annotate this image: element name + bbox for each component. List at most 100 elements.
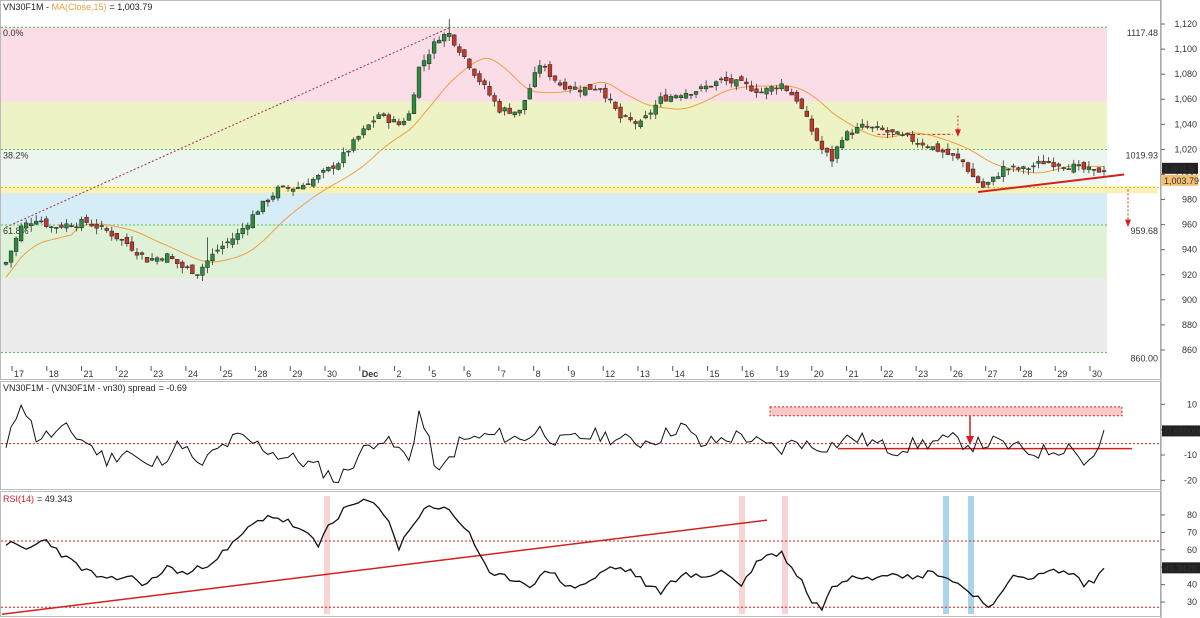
candle-body	[668, 96, 673, 102]
candle-body	[980, 181, 986, 188]
candle-body	[708, 85, 714, 88]
spread-header-value: = -0.69	[159, 383, 187, 393]
price-tick-label: 1,120	[1174, 19, 1197, 29]
candle-body	[774, 87, 779, 90]
candle-body	[638, 120, 643, 127]
fib-band-highlight	[1, 185, 1157, 194]
price-tick-label: 940	[1182, 245, 1197, 255]
candle-body	[507, 107, 512, 114]
candle-body	[875, 126, 880, 129]
date-tick-label: 20	[814, 369, 824, 379]
candle-body	[613, 101, 618, 109]
candle-body	[567, 86, 573, 89]
candle-body	[860, 123, 865, 128]
candle-body	[593, 88, 598, 91]
candle-body	[64, 223, 69, 229]
spread-panel: 100-10-20-0.690000	[1, 399, 1200, 485]
candle-body	[1036, 160, 1041, 164]
candle-body	[386, 114, 391, 123]
candle-body	[688, 94, 694, 96]
rsi-header-value: = 49.343	[37, 494, 72, 504]
candle-body	[703, 85, 709, 90]
candle-body	[623, 115, 628, 117]
candle-body	[935, 143, 940, 152]
candle-body	[54, 227, 59, 229]
date-tick-label: 7	[501, 369, 506, 379]
candle-body	[1101, 170, 1107, 172]
candle-body	[1071, 163, 1076, 173]
rsi-trendline	[1, 519, 768, 616]
candle-body	[452, 34, 457, 46]
date-tick-label: 15	[709, 369, 719, 379]
candle-body	[487, 86, 492, 96]
rsi-tick-label: 80	[1187, 510, 1197, 520]
date-tick-label: Dec	[362, 369, 379, 379]
candle-body	[306, 183, 311, 186]
candle-body	[1021, 166, 1026, 170]
date-tick-label: 8	[536, 369, 541, 379]
candle-body	[346, 150, 351, 153]
trend-dotted-line	[5, 27, 450, 228]
fib-level-label: 61.8%	[3, 226, 29, 236]
date-tick-label: 23	[918, 369, 928, 379]
candle-body	[804, 110, 809, 117]
candle-body	[1001, 166, 1006, 177]
spread-line	[5, 403, 1105, 484]
candle-body	[562, 81, 568, 90]
candle-body	[351, 139, 356, 151]
candle-body	[769, 86, 774, 92]
candle-body	[84, 216, 89, 223]
price-tick-label: 1,040	[1174, 119, 1197, 129]
date-axis: 17 18 21 22 23 24 25 28 29 30 Dec 2 5 6 7 8 9 12 13 14 15 16 1…	[11, 366, 1102, 379]
price-tick-label: 960	[1182, 220, 1197, 230]
candle-body	[321, 170, 326, 173]
date-tick-label: 29	[292, 369, 302, 379]
candle-body	[149, 258, 155, 261]
rsi-panel: 80706050403049.3428	[1, 496, 1200, 616]
date-tick-label: 16	[744, 369, 754, 379]
candle-body	[749, 85, 754, 92]
candle-body	[270, 195, 276, 200]
candle-body	[532, 72, 538, 87]
candle-body	[285, 187, 291, 189]
candle-body	[180, 261, 185, 268]
candle-body	[462, 49, 467, 57]
date-tick-label: 21	[849, 369, 859, 379]
candle-body	[295, 187, 301, 189]
candle-body	[779, 83, 784, 90]
price-tick-label: 1,020	[1174, 144, 1197, 154]
fib-band-gray	[1, 278, 1107, 353]
candle-body	[275, 186, 281, 199]
candle-body	[482, 80, 487, 85]
date-tick-label: 30	[327, 369, 337, 379]
last-ma-box	[1162, 174, 1198, 186]
candle-body	[945, 148, 951, 155]
candle-body	[69, 225, 74, 227]
candle-body	[391, 119, 396, 123]
candle-body	[759, 91, 764, 94]
date-tick-label: 5	[431, 369, 436, 379]
rsi-panel-frame	[0, 491, 1161, 617]
candle-body	[119, 239, 124, 241]
fib-level-value: 959.68	[1130, 226, 1158, 236]
rsi-tick-label: 40	[1187, 580, 1197, 590]
candle-body	[527, 88, 532, 100]
candle-body	[1066, 168, 1071, 170]
spread-tick-label: 10	[1187, 399, 1197, 409]
candle-body	[114, 233, 119, 240]
candle-body	[714, 81, 719, 87]
candle-body	[970, 168, 976, 178]
candle-body	[1076, 164, 1081, 166]
candle-body	[290, 188, 296, 192]
candle-body	[885, 129, 890, 133]
candle-body	[1061, 167, 1066, 169]
candle-body	[371, 120, 376, 123]
candle-body	[23, 222, 29, 229]
candle-body	[588, 84, 593, 90]
candle-body	[955, 153, 961, 159]
candle-body	[512, 111, 517, 116]
candle-body	[900, 134, 905, 136]
candle-body	[729, 78, 734, 84]
candle-body	[663, 94, 668, 102]
